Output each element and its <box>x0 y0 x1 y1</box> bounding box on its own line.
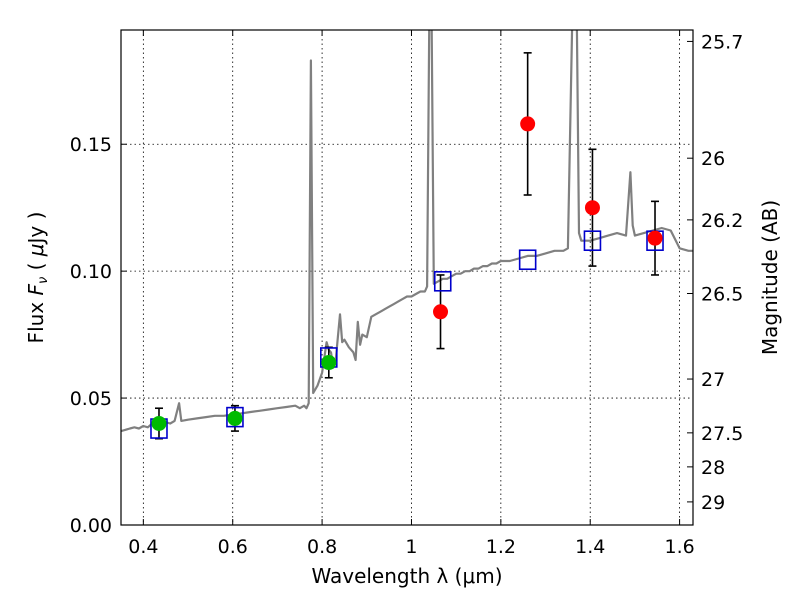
magnitude-tick-label: 27.5 <box>701 423 743 445</box>
x-tick-label: 1 <box>405 536 417 558</box>
magnitude-tick-label: 27 <box>701 369 725 391</box>
y-axis-title-part: Flux <box>24 296 48 344</box>
x-axis-title: Wavelength λ (μm) <box>311 564 502 588</box>
model-flux-square <box>583 230 602 251</box>
observed-point-green <box>227 410 243 426</box>
magnitude-tick-label: 26.2 <box>701 210 743 232</box>
error-bars <box>154 52 660 440</box>
y-tick-label: 0.15 <box>70 134 112 156</box>
magnitude-tick-label: 25.7 <box>701 31 743 53</box>
magnitude-tick-label: 28 <box>701 457 725 479</box>
axis-ticks: 0.4 0.6 0.8 1 1.2 1.4 1.6 0.00 0.05 0.10 0.15 25.7 2… <box>70 30 743 558</box>
y-axis-title-part: ν <box>36 277 51 284</box>
observed-point-red <box>584 200 600 216</box>
model-flux-square <box>518 249 537 271</box>
observed-point-green <box>321 355 337 371</box>
observed-point-red <box>647 230 663 246</box>
spectrum-line <box>121 30 693 433</box>
x-tick-label: 1.2 <box>486 536 516 558</box>
model-flux-square <box>433 271 452 292</box>
y-axis-title: Flux Fν ( μJy ) <box>24 212 51 344</box>
data-markers <box>150 116 664 439</box>
model-spectrum <box>121 30 693 433</box>
x-tick-label: 0.8 <box>307 536 337 558</box>
x-tick-label: 0.6 <box>218 536 248 558</box>
x-tick-label: 0.4 <box>128 536 158 558</box>
magnitude-tick-label: 26.5 <box>701 283 743 305</box>
y-axis-title-part: μ <box>24 243 48 257</box>
y-axis-title-part: ( <box>24 256 48 277</box>
magnitude-tick-label: 26 <box>701 148 725 170</box>
x-tick-label: 1.6 <box>664 536 694 558</box>
y-tick-label: 0.00 <box>70 515 112 537</box>
y-tick-label: 0.05 <box>70 388 112 410</box>
magnitude-axis-title: Magnitude (AB) <box>758 200 782 355</box>
observed-point-red <box>433 304 449 320</box>
x-tick-label: 1.4 <box>575 536 605 558</box>
observed-point-red <box>520 116 536 132</box>
grid <box>121 30 693 526</box>
y-axis-title-part: F <box>24 284 48 296</box>
model-flux-square <box>226 406 244 428</box>
observed-point-green <box>151 415 167 431</box>
y-tick-label: 0.10 <box>70 261 112 283</box>
magnitude-tick-label: 29 <box>701 492 725 514</box>
plot-frame <box>120 29 694 526</box>
y-axis-title-part: Jy ) <box>24 212 48 246</box>
